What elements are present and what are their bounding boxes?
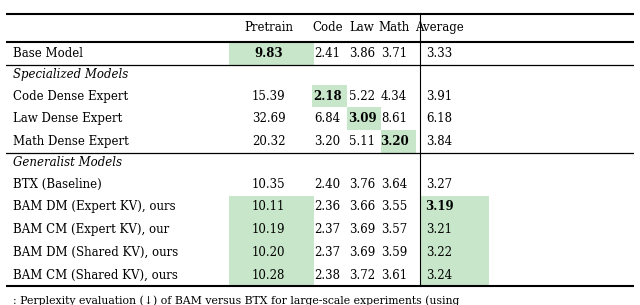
Text: 3.55: 3.55 [381, 200, 407, 214]
Text: 10.20: 10.20 [252, 246, 285, 259]
Text: 3.33: 3.33 [426, 47, 452, 60]
Text: 3.64: 3.64 [381, 178, 407, 191]
Bar [312, 85, 347, 107]
Text: 10.35: 10.35 [252, 178, 285, 191]
Text: Specialized Models: Specialized Models [13, 68, 128, 81]
Text: Math: Math [378, 21, 410, 34]
Text: 2.36: 2.36 [314, 200, 340, 214]
Text: 6.84: 6.84 [314, 112, 340, 125]
Text: 3.20: 3.20 [380, 135, 408, 148]
Text: 10.11: 10.11 [252, 200, 285, 214]
Text: 3.84: 3.84 [426, 135, 452, 148]
Text: 3.69: 3.69 [349, 246, 375, 259]
Text: : Perplexity evaluation (↓) of BAM versus BTX for large-scale experiments (using: : Perplexity evaluation (↓) of BAM versu… [13, 295, 459, 305]
Text: 2.18: 2.18 [313, 89, 342, 102]
Text: 3.20: 3.20 [314, 135, 340, 148]
Bar [347, 107, 381, 130]
Text: 3.19: 3.19 [425, 200, 454, 214]
Text: Code Dense Expert: Code Dense Expert [13, 89, 128, 102]
Bar [381, 130, 416, 153]
Text: 3.76: 3.76 [349, 178, 375, 191]
Text: 3.69: 3.69 [349, 223, 375, 236]
Text: 3.71: 3.71 [381, 47, 407, 60]
Text: 4.34: 4.34 [381, 89, 407, 102]
Text: 6.18: 6.18 [426, 112, 452, 125]
Text: 3.24: 3.24 [426, 268, 452, 282]
Text: 2.41: 2.41 [314, 47, 340, 60]
Bar [420, 218, 490, 241]
Text: 3.91: 3.91 [426, 89, 452, 102]
Text: 3.59: 3.59 [381, 246, 407, 259]
Text: 3.27: 3.27 [426, 178, 452, 191]
Bar [229, 218, 314, 241]
Text: 3.61: 3.61 [381, 268, 407, 282]
Text: Law: Law [349, 21, 374, 34]
Text: 3.86: 3.86 [349, 47, 375, 60]
Text: 5.22: 5.22 [349, 89, 375, 102]
Bar [420, 196, 490, 218]
Text: Average: Average [415, 21, 463, 34]
Text: 15.39: 15.39 [252, 89, 285, 102]
Bar [229, 42, 314, 65]
Bar [229, 196, 314, 218]
Text: 3.66: 3.66 [349, 200, 375, 214]
Bar [420, 264, 490, 286]
Text: 2.37: 2.37 [314, 223, 340, 236]
Text: 2.37: 2.37 [314, 246, 340, 259]
Text: Pretrain: Pretrain [244, 21, 293, 34]
Bar [229, 264, 314, 286]
Text: 2.38: 2.38 [314, 268, 340, 282]
Text: 10.19: 10.19 [252, 223, 285, 236]
Text: 5.11: 5.11 [349, 135, 375, 148]
Text: Code: Code [312, 21, 343, 34]
Text: BAM DM (Expert KV), ours: BAM DM (Expert KV), ours [13, 200, 175, 214]
Text: Math Dense Expert: Math Dense Expert [13, 135, 129, 148]
Text: Law Dense Expert: Law Dense Expert [13, 112, 122, 125]
Text: 3.21: 3.21 [426, 223, 452, 236]
Bar [229, 241, 314, 264]
Text: 20.32: 20.32 [252, 135, 285, 148]
Text: 3.22: 3.22 [426, 246, 452, 259]
Text: 3.72: 3.72 [349, 268, 375, 282]
Text: Generalist Models: Generalist Models [13, 156, 122, 169]
Text: 9.83: 9.83 [254, 47, 283, 60]
Text: 2.40: 2.40 [314, 178, 340, 191]
Text: 3.09: 3.09 [348, 112, 376, 125]
Text: BAM DM (Shared KV), ours: BAM DM (Shared KV), ours [13, 246, 178, 259]
Text: 32.69: 32.69 [252, 112, 285, 125]
Bar [420, 241, 490, 264]
Text: 8.61: 8.61 [381, 112, 407, 125]
Text: Base Model: Base Model [13, 47, 83, 60]
Text: BAM CM (Shared KV), ours: BAM CM (Shared KV), ours [13, 268, 177, 282]
Text: BAM CM (Expert KV), our: BAM CM (Expert KV), our [13, 223, 169, 236]
Text: 3.57: 3.57 [381, 223, 407, 236]
Text: BTX (Baseline): BTX (Baseline) [13, 178, 101, 191]
Text: 10.28: 10.28 [252, 268, 285, 282]
